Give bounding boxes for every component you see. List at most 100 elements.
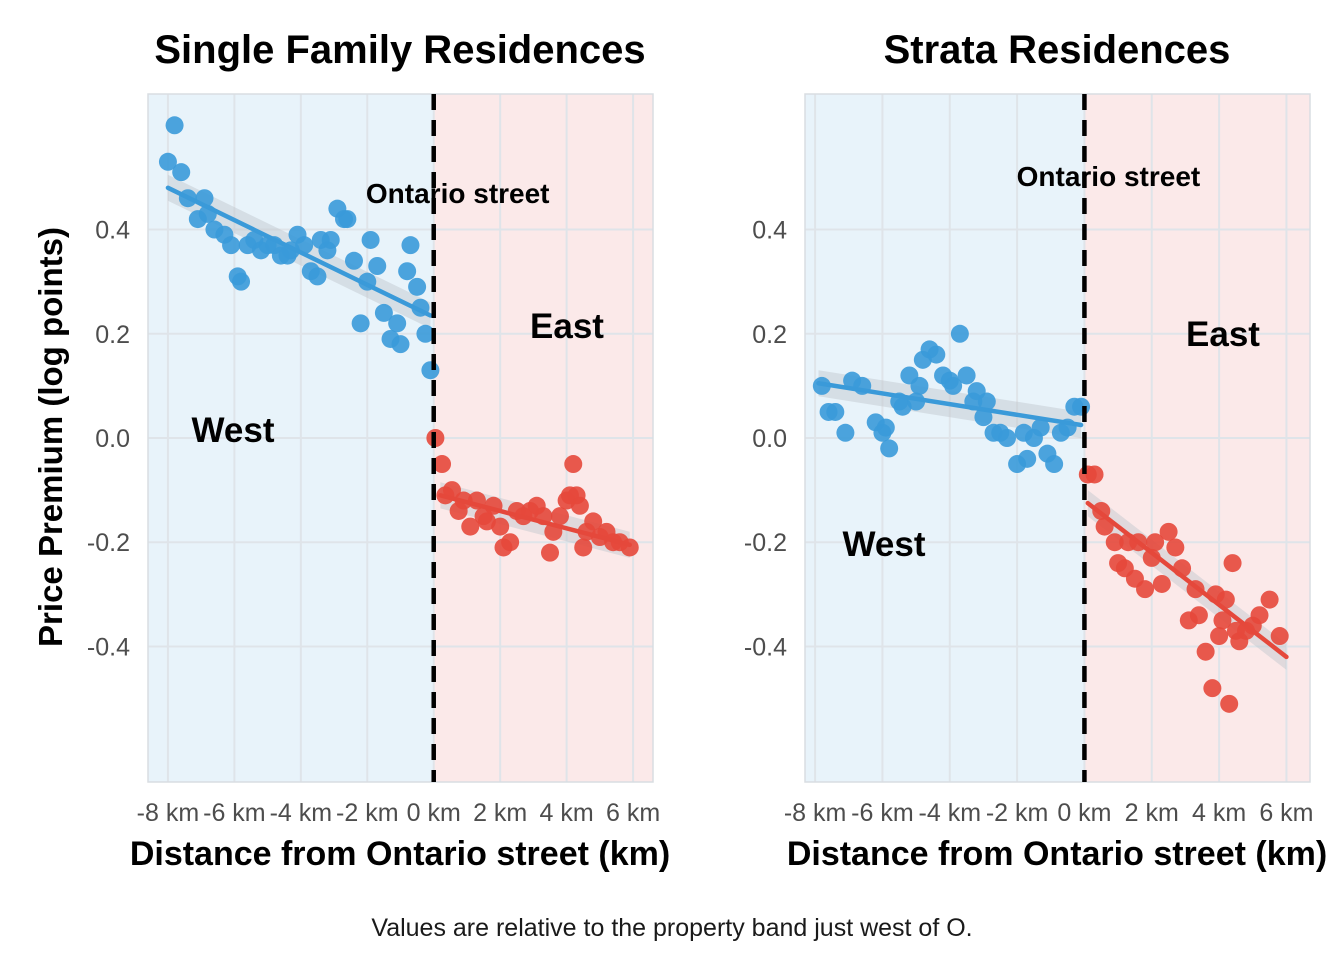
y-tick-label: -0.4 [744, 633, 787, 661]
west-data-point [421, 361, 440, 380]
x-tick-label: 0 km [407, 799, 461, 827]
x-tick-label: -8 km [137, 799, 200, 827]
west-data-point [172, 163, 191, 182]
x-axis-label: Distance from Ontario street (km) [130, 835, 670, 873]
west-data-point [826, 402, 845, 421]
east-data-point [1159, 522, 1178, 541]
west-data-point [158, 152, 177, 171]
east-data-point [1196, 642, 1215, 661]
west-data-point [1031, 418, 1050, 437]
divider-label: Ontario street [366, 178, 550, 209]
west-data-point [927, 345, 946, 364]
west-data-point [374, 303, 393, 322]
y-tick-label: -0.2 [87, 529, 130, 557]
east-data-point [1223, 554, 1242, 573]
west-data-point [1045, 455, 1064, 474]
x-tick-label: 0 km [1057, 799, 1111, 827]
y-axis-label: Price Premium (log points) [32, 227, 69, 647]
east-fit-line [1085, 500, 1289, 660]
plot-frame [804, 93, 1311, 783]
panel-title: Strata Residences [884, 28, 1231, 72]
x-tick-label: -8 km [784, 799, 847, 827]
west-label: West [843, 525, 926, 564]
east-data-point [501, 533, 520, 552]
east-data-point [1146, 533, 1165, 552]
east-data-point [442, 481, 461, 500]
west-label: West [192, 411, 275, 450]
west-data-point [1072, 397, 1091, 416]
x-tick-label: -4 km [919, 799, 982, 827]
west-data-point [998, 429, 1016, 447]
west-fit-line [816, 381, 1084, 428]
west-data-point [408, 277, 427, 296]
east-data-point [1136, 580, 1155, 599]
x-axis-label: Distance from Ontario street (km) [787, 835, 1327, 873]
east-data-point [1189, 606, 1208, 625]
east-fit-line [438, 493, 632, 548]
west-data-point [321, 230, 340, 249]
east-data-point [570, 496, 589, 515]
west-data-point [977, 392, 996, 411]
west-data-point [950, 324, 969, 343]
east-data-point [491, 517, 510, 536]
east-data-point [574, 538, 593, 557]
east-data-point [1213, 611, 1232, 630]
west-data-point [957, 366, 976, 385]
east-data-point [584, 512, 603, 531]
west-data-point [1018, 449, 1037, 468]
x-tick-label: -2 km [336, 799, 399, 827]
x-tick-label: -2 km [986, 799, 1049, 827]
west-data-point [232, 272, 251, 291]
west-data-point [308, 267, 327, 286]
west-data-point [338, 210, 357, 229]
west-data-point [368, 257, 387, 275]
y-tick-label: 0.2 [95, 321, 130, 349]
x-tick-label: -6 km [203, 799, 266, 827]
west-data-point [880, 439, 899, 458]
west-data-point [876, 418, 895, 437]
west-data-point [836, 423, 855, 442]
y-tick-label: 0.2 [752, 321, 787, 349]
y-tick-label: 0.4 [752, 217, 787, 245]
panel-title: Single Family Residences [154, 28, 645, 72]
west-data-point [401, 236, 420, 255]
x-tick-label: 4 km [1192, 799, 1246, 827]
x-tick-label: 4 km [540, 799, 594, 827]
west-data-point [351, 314, 370, 333]
x-tick-label: 6 km [1259, 799, 1313, 827]
west-data-point [222, 236, 241, 255]
y-tick-label: 0.0 [95, 425, 130, 453]
figure-caption: Values are relative to the property band… [371, 914, 973, 942]
east-data-point [433, 455, 452, 474]
x-tick-label: 2 km [473, 799, 527, 827]
east-data-point [1152, 574, 1171, 593]
x-tick-label: -6 km [851, 799, 914, 827]
x-tick-label: -4 km [270, 799, 333, 827]
y-tick-label: 0.0 [752, 425, 787, 453]
west-data-point [416, 324, 435, 343]
east-data-point [1166, 538, 1185, 557]
west-data-point [398, 262, 417, 281]
east-data-point [1210, 627, 1229, 646]
west-fit-line [165, 185, 433, 318]
panel-single-family: -0.4 -0.2 0.0 0.2 0.4 -8 km -6 km -4 km -2 km 0 k… [87, 28, 670, 873]
east-data-point [564, 455, 583, 474]
west-data-point [344, 251, 363, 270]
west-data-point [388, 314, 407, 333]
east-data-point [541, 543, 560, 562]
panel-strata: -0.4 -0.2 0.0 0.2 0.4 -8 km -6 km -4 km -2 km 0 k… [744, 28, 1327, 873]
divider-label: Ontario street [1017, 161, 1201, 192]
east-data-point [1270, 627, 1289, 646]
west-data-point [910, 376, 929, 395]
y-tick-label: 0.4 [95, 217, 130, 245]
plot-frame [147, 93, 654, 783]
east-label: East [530, 307, 604, 346]
east-data-point [461, 517, 480, 536]
west-data-point [391, 335, 410, 354]
west-data-point [944, 376, 963, 395]
east-data-point [1085, 465, 1104, 484]
x-tick-label: 6 km [606, 799, 660, 827]
east-data-point [1220, 694, 1239, 713]
y-tick-label: -0.4 [87, 633, 130, 661]
